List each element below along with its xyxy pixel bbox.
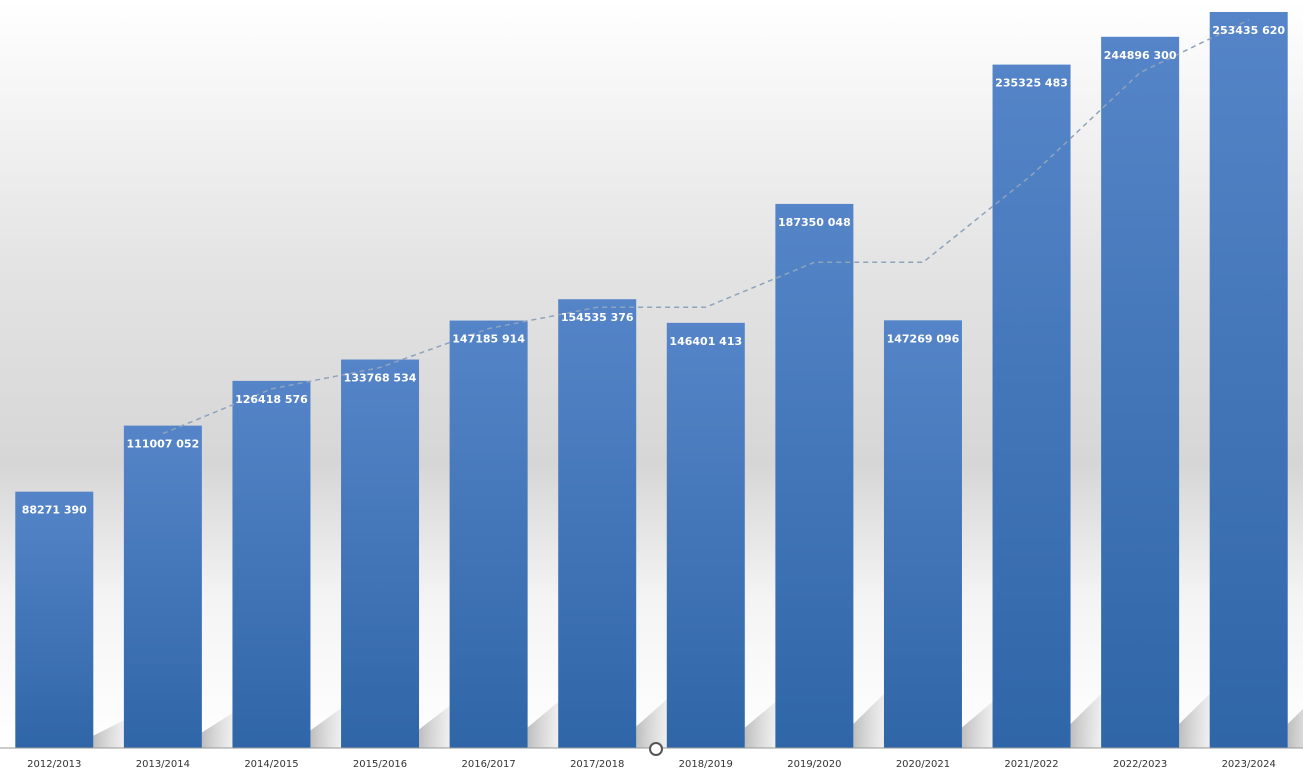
x-tick-label: 2022/2023 (1113, 759, 1167, 770)
bar-2020-2021 (883, 320, 962, 748)
bar-2014-2015 (232, 380, 311, 748)
bar-value-label: 187350 048 (778, 216, 851, 229)
bar-value-label: 111007 052 (127, 438, 200, 451)
bar-value-label: 147185 914 (452, 333, 525, 346)
x-tick-label: 2016/2017 (461, 759, 515, 770)
x-tick-label: 2018/2019 (679, 759, 733, 770)
x-tick-label: 2019/2020 (787, 759, 841, 770)
bar-value-label: 253435 620 (1212, 24, 1285, 37)
bar-2019-2020 (775, 203, 854, 749)
bar-shadow (93, 717, 130, 748)
x-tick-label: 2023/2024 (1222, 759, 1276, 770)
bar-2023-2024 (1209, 12, 1288, 748)
x-tick-labels: 2012/2013 2013/2014 2014/2015 2015/2016 2016… (27, 759, 1276, 770)
bar-value-label: 244896 300 (1104, 49, 1177, 62)
bar-2015-2016 (341, 359, 420, 748)
x-tick-label: 2020/2021 (896, 759, 950, 770)
bar-shadow (1287, 708, 1303, 748)
bar-shadow (744, 696, 782, 748)
bar-value-label: 147269 096 (887, 332, 960, 345)
x-tick-label: 2021/2022 (1004, 759, 1058, 770)
bar-2017-2018 (558, 299, 637, 748)
bar-shadow (419, 701, 456, 748)
x-tick-label: 2014/2015 (244, 759, 298, 770)
x-tick-label: 2012/2013 (27, 759, 81, 770)
x-tick-label: 2015/2016 (353, 759, 407, 770)
trend-line (162, 19, 1250, 435)
bar-shadows (93, 688, 1303, 748)
bar-2012-2013 (15, 491, 94, 748)
bar-shadow (853, 688, 890, 748)
bar-shadow (310, 703, 348, 748)
bars-group (15, 12, 1288, 749)
axis-marker-circle (649, 742, 663, 756)
bar-value-label: 235325 483 (995, 77, 1068, 90)
bar-2013-2014 (123, 425, 202, 748)
bar-shadow (961, 696, 999, 748)
bar-value-label: 154535 376 (561, 311, 634, 324)
bar-2022-2023 (1101, 36, 1180, 749)
bar-shadow (527, 696, 565, 748)
bar-shadow (1070, 688, 1108, 748)
bar-value-label: 133768 534 (344, 372, 417, 385)
bar-shadow (201, 709, 239, 748)
bar-shadow (1179, 688, 1216, 748)
bar-2021-2022 (992, 64, 1071, 748)
bar-value-label: 126418 576 (235, 393, 308, 406)
bar-2018-2019 (666, 322, 745, 748)
bar-labels-group: 88271 390 111007 052 126418 576 133768 534 1… (22, 24, 1286, 517)
bar-value-label: 88271 390 (22, 504, 87, 517)
bar-shadow (636, 694, 673, 748)
bar-value-label: 146401 413 (669, 335, 742, 348)
bar-2016-2017 (449, 320, 528, 748)
x-tick-label: 2017/2018 (570, 759, 624, 770)
x-tick-label: 2013/2014 (136, 759, 190, 770)
